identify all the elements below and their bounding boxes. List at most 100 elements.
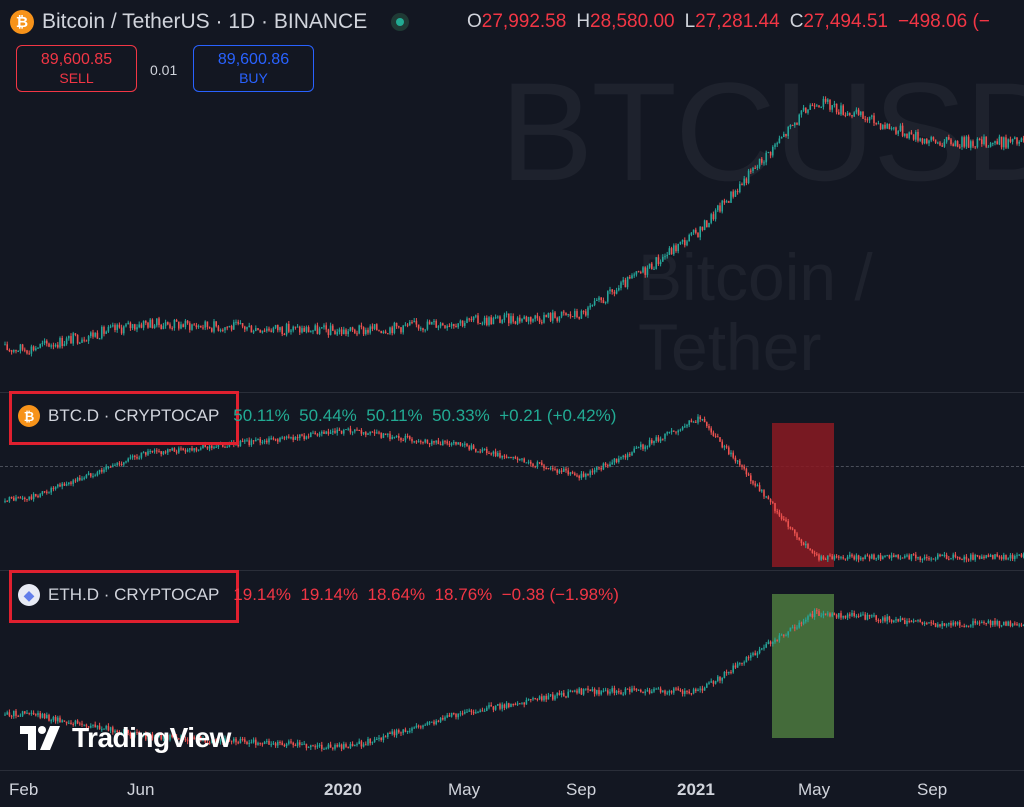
candle-body — [439, 323, 442, 327]
candle-body — [373, 324, 376, 329]
candle-body — [371, 326, 374, 329]
candle-body — [356, 333, 358, 335]
ethd-legend[interactable]: ◆ ETH.D · CRYPTOCAP 19.14% 19.14% 18.64%… — [18, 584, 619, 606]
candle-body — [607, 291, 609, 302]
candle-body — [213, 447, 215, 449]
candle-body — [653, 440, 655, 444]
candle-body — [393, 322, 396, 334]
candle-body — [596, 467, 598, 470]
x-axis[interactable]: Feb Jun 2020 May Sep 2021 May Sep — [0, 770, 1024, 807]
candle-body — [620, 282, 622, 289]
candle-body — [536, 462, 539, 467]
candle-body — [497, 452, 499, 456]
candle-body — [756, 652, 759, 656]
btcd-legend[interactable]: ₿ BTC.D · CRYPTOCAP 50.11% 50.44% 50.11%… — [18, 405, 616, 427]
candle-body — [461, 713, 464, 715]
candle-body — [435, 720, 437, 725]
candle-body — [169, 734, 171, 740]
candle-body — [360, 430, 363, 434]
candle-body — [431, 322, 433, 325]
candle-body — [459, 442, 462, 446]
candle-body — [545, 468, 547, 470]
candle-body — [866, 614, 869, 620]
candle-body — [292, 437, 294, 440]
candle-body — [420, 726, 422, 728]
candle-body — [63, 343, 66, 346]
pane-separator-2[interactable] — [0, 570, 1024, 571]
candle-body — [653, 688, 655, 692]
candle-body — [248, 742, 250, 744]
candle-body — [521, 458, 523, 460]
candle-body — [670, 430, 673, 432]
candle-body — [976, 138, 979, 148]
candle-body — [558, 693, 561, 696]
candle-body — [57, 344, 59, 348]
candle-body — [96, 332, 99, 339]
candle-body — [411, 438, 413, 442]
high-label: H — [576, 11, 591, 32]
btcd-title[interactable]: BTC.D · CRYPTOCAP — [48, 406, 220, 425]
candle-body — [655, 437, 657, 441]
candle-body — [41, 491, 44, 495]
candle-body — [827, 613, 829, 615]
candle-body — [376, 324, 378, 331]
candle-body — [321, 431, 323, 434]
candle-body — [981, 621, 983, 624]
candle-body — [17, 497, 19, 499]
candle-body — [886, 555, 888, 557]
candle-body — [26, 712, 28, 714]
candle-body — [217, 741, 220, 743]
pane-separator-1[interactable] — [0, 392, 1024, 393]
candle-body — [224, 738, 226, 743]
candle-body — [21, 344, 24, 350]
candle-body — [928, 558, 930, 560]
candle-body — [824, 613, 827, 615]
low-value: 27,281.44 — [695, 11, 780, 32]
candle-body — [846, 556, 849, 560]
candle-body — [415, 441, 418, 443]
candle-body — [239, 738, 242, 744]
buy-button[interactable]: 89,600.86 BUY — [193, 45, 314, 92]
candle-body — [413, 320, 415, 323]
candle-body — [646, 267, 649, 275]
candle-body — [747, 657, 750, 659]
candle-body — [318, 744, 321, 746]
candle-body — [389, 732, 391, 734]
candle-body — [250, 440, 253, 446]
candle-body — [943, 141, 946, 147]
candle-body — [875, 558, 877, 560]
candle-body — [499, 704, 501, 709]
candle-body — [213, 739, 215, 741]
candle-body — [956, 557, 959, 559]
tradingview-logo[interactable]: TradingView — [20, 722, 231, 754]
candle-body — [809, 105, 811, 110]
candle-body — [897, 130, 899, 134]
sell-button[interactable]: 89,600.85 SELL — [16, 45, 137, 92]
candle-body — [211, 740, 213, 743]
candle-body — [90, 725, 92, 728]
candle-body — [301, 328, 303, 333]
candle-body — [1005, 621, 1007, 626]
candle-body — [415, 320, 418, 325]
candle-body — [288, 323, 290, 332]
symbol-title[interactable]: Bitcoin / TetherUS · 1D · BINANCE — [42, 10, 368, 33]
ethd-title[interactable]: ETH.D · CRYPTOCAP — [48, 585, 220, 604]
candle-body — [1016, 137, 1018, 144]
symbol-header[interactable]: ₿ Bitcoin / TetherUS · 1D · BINANCE — [10, 8, 410, 36]
candle-body — [915, 620, 917, 622]
candle-body — [37, 713, 39, 716]
candle-body — [307, 747, 310, 749]
candle-body — [626, 688, 629, 690]
candle-body — [72, 723, 74, 725]
candle-body — [626, 276, 629, 288]
candle-body — [609, 691, 611, 694]
candle-body — [376, 432, 378, 434]
candle-body — [974, 146, 976, 148]
candle-body — [747, 170, 750, 183]
candle-body — [686, 424, 688, 427]
candle-body — [105, 331, 107, 334]
candle-body — [41, 713, 44, 718]
candle-body — [87, 336, 90, 342]
candle-body — [160, 734, 162, 740]
